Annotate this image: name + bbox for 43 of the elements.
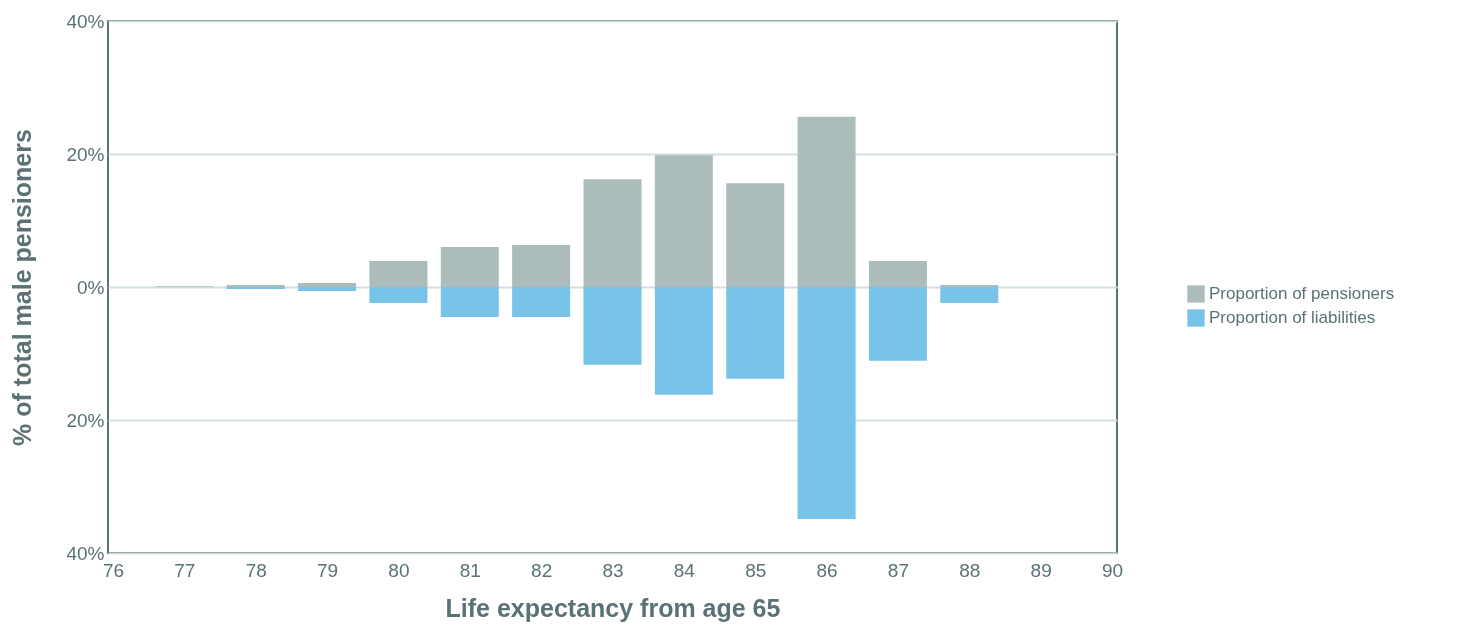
bar <box>940 287 999 303</box>
bar <box>797 287 856 520</box>
y-tick-label: 40% <box>66 542 105 564</box>
x-tick-label: 77 <box>174 559 196 581</box>
bar <box>440 247 499 287</box>
bar <box>654 155 713 287</box>
x-axis-title: Life expectancy from age 65 <box>445 593 781 622</box>
bar <box>298 283 357 287</box>
y-tick-label: 20% <box>66 409 105 431</box>
bar <box>726 183 785 287</box>
y-axis-title: % of total male pensioners <box>8 129 37 446</box>
bar <box>868 287 927 361</box>
bar <box>583 287 642 365</box>
y-tick-label: 0% <box>77 276 105 298</box>
x-tick-label: 79 <box>317 559 339 581</box>
x-tick-label: 89 <box>1030 559 1052 581</box>
x-tick-label: 78 <box>245 559 267 581</box>
bar <box>654 287 713 395</box>
x-tick-label: 86 <box>816 559 838 581</box>
y-tick-label: 20% <box>66 143 105 165</box>
x-tick-label: 83 <box>602 559 624 581</box>
legend-label: Proportion of liabilities <box>1209 308 1376 327</box>
x-tick-label: 80 <box>388 559 410 581</box>
bar <box>512 287 571 317</box>
x-tick-label: 76 <box>102 559 125 581</box>
bar <box>726 287 785 379</box>
bar <box>797 116 856 287</box>
bar <box>583 179 642 287</box>
bar <box>440 287 499 317</box>
bar <box>512 245 571 287</box>
y-tick-label: 40% <box>66 10 105 32</box>
x-tick-label: 87 <box>887 559 909 581</box>
legend-label: Proportion of pensioners <box>1209 284 1395 303</box>
x-tick-label: 82 <box>531 559 553 581</box>
bar <box>298 287 357 291</box>
x-tick-label: 88 <box>959 559 981 581</box>
bar <box>369 261 428 287</box>
bar <box>868 261 927 287</box>
bar <box>369 287 428 303</box>
x-tick-label: 84 <box>673 559 696 581</box>
x-tick-label: 85 <box>745 559 767 581</box>
x-tick-label: 81 <box>459 559 481 581</box>
x-tick-label: 90 <box>1101 559 1124 581</box>
